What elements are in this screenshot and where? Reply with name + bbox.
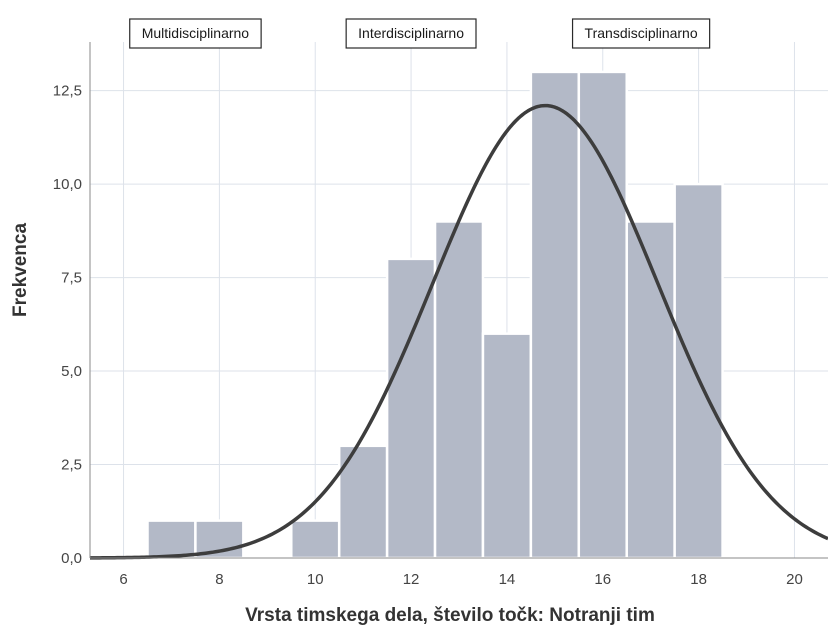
histogram-bar-9 (577, 70, 628, 560)
annotation-text-2: Transdisciplinarno (585, 25, 698, 41)
x-tick-label-5: 16 (594, 571, 611, 588)
y-tick-label-3: 7,5 (61, 270, 82, 287)
x-tick-label-0: 6 (119, 571, 127, 588)
histogram-bar-8 (529, 70, 581, 560)
histogram-bar-6 (433, 220, 485, 560)
x-tick-label-1: 8 (215, 571, 223, 588)
annotation-box-2: Transdisciplinarno (571, 18, 711, 49)
histogram-bar-7 (481, 332, 533, 560)
x-axis-label: Vrsta timskega dela, število točk: Notra… (245, 605, 655, 626)
x-tick-label-7: 20 (786, 571, 803, 588)
annotation-box-0: Multidisciplinarno (129, 18, 262, 49)
histogram-bar-11 (673, 182, 724, 560)
annotation-box-1: Interdisciplinarno (345, 18, 477, 49)
axes (89, 42, 828, 559)
x-tick-label-4: 14 (499, 571, 516, 588)
y-tick-labels: 0,0 2,5 5,0 7,5 10,0 12,5 (53, 83, 82, 567)
x-tick-label-3: 12 (403, 571, 420, 588)
annotation-boxes: Multidisciplinarno Interdisciplinarno Tran… (129, 18, 711, 49)
x-tick-labels: 6 8 10 12 14 16 18 20 (119, 571, 802, 588)
histogram-bar-5 (385, 257, 437, 560)
y-tick-label-4: 10,0 (53, 176, 82, 193)
y-tick-label-5: 12,5 (53, 83, 82, 100)
normal-curve (89, 103, 828, 560)
annotation-border-2 (571, 18, 711, 49)
annotation-border-0 (129, 18, 262, 49)
x-tick-label-2: 10 (307, 571, 324, 588)
annotation-text-1: Interdisciplinarno (358, 25, 464, 41)
normal-curve-line (89, 103, 828, 560)
y-tick-label-1: 2,5 (61, 457, 82, 474)
histogram-bar-0 (146, 519, 197, 560)
histogram-bar-3 (290, 519, 341, 560)
annotation-text-0: Multidisciplinarno (142, 25, 250, 41)
annotation-border-1 (345, 18, 477, 49)
histogram-bar-10 (625, 220, 676, 560)
x-tick-label-6: 18 (690, 571, 707, 588)
y-tick-label-0: 0,0 (61, 550, 82, 567)
y-axis-label: Frekvenca (10, 223, 31, 317)
y-tick-label-2: 5,0 (61, 363, 82, 380)
